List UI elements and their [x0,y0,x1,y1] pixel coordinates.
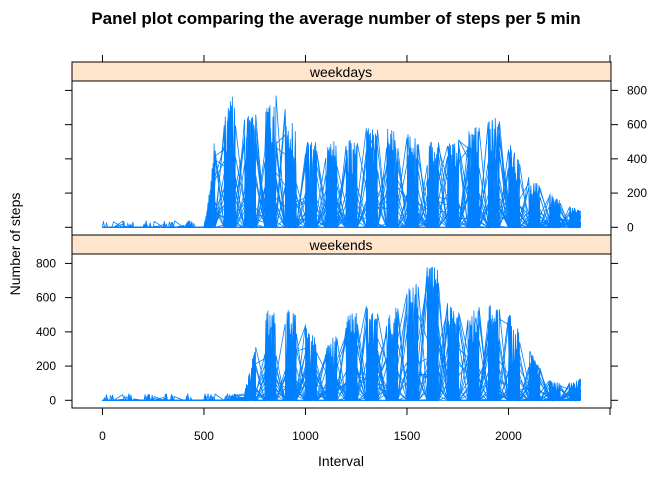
strip-weekdays [72,62,611,81]
y-axis-label: Number of steps [7,193,23,296]
x-tick-label: 1000 [292,429,319,443]
x-tick-label: 500 [194,429,214,443]
strip-label-weekends: weekends [308,237,372,253]
y-tick-label-weekends: 200 [36,359,56,373]
strip-weekends [72,235,611,254]
y-tick-label-weekdays: 800 [627,83,647,97]
y-tick-label-weekdays: 400 [627,152,647,166]
y-tick-label-weekdays: 0 [627,220,634,234]
panel-weekdays: weekdays [71,61,612,236]
x-tick-label: 0 [99,429,106,443]
y-tick-label-weekends: 800 [36,256,56,270]
series-line-weekends [102,297,581,402]
y-tick-label-weekdays: 200 [627,186,647,200]
strip-label-weekdays: weekdays [309,64,372,80]
y-tick-label-weekends: 600 [36,291,56,305]
y-tick-label-weekdays: 600 [627,118,647,132]
y-tick-label-weekends: 400 [36,325,56,339]
series-lines-weekdays [102,95,581,229]
x-axis-label: Interval [318,453,364,469]
y-tick-label-weekends: 0 [49,393,56,407]
series-lines-weekends [102,266,581,402]
x-tick-label: 1500 [394,429,421,443]
series-line-weekdays [102,111,581,229]
chart-title: Panel plot comparing the average number … [91,9,580,28]
x-tick-label: 2000 [495,429,522,443]
panel-weekends: weekends [71,234,612,409]
panel-frame-weekends [71,234,612,409]
axes: 0 500 1000 1500 2000 0 200 400 600 800 0 200 400 600 8… [36,55,647,443]
